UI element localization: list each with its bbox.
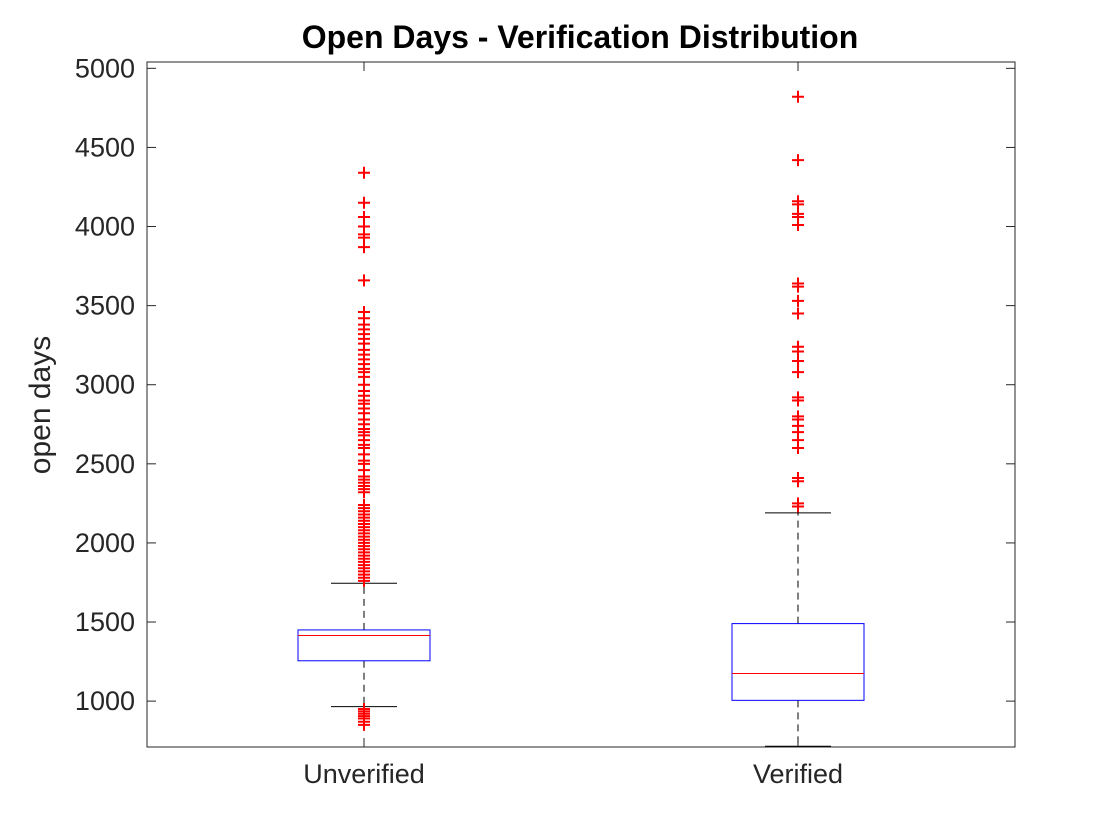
outlier-point xyxy=(792,195,804,208)
outlier-point xyxy=(358,211,370,224)
y-tick-label: 3500 xyxy=(75,291,135,321)
outlier-point xyxy=(792,472,804,485)
chart-title: Open Days - Verification Distribution xyxy=(302,19,859,55)
y-tick-label: 1500 xyxy=(75,607,135,637)
plot-area: 1000 1500 2000 2500 3000 3500 4000 4500 5000 Unve… xyxy=(75,53,1016,789)
outlier-point xyxy=(358,166,370,179)
outlier-point xyxy=(792,497,804,510)
outlier-point xyxy=(792,307,804,320)
outlier-point xyxy=(792,154,804,167)
x-tick-label: Unverified xyxy=(303,759,425,789)
outlier-point xyxy=(358,305,370,318)
y-tick-label: 4000 xyxy=(75,212,135,242)
y-tick-label: 3000 xyxy=(75,370,135,400)
y-tick-label: 1000 xyxy=(75,686,135,716)
outlier-point xyxy=(792,340,804,353)
outlier-point xyxy=(792,294,804,307)
box-verified xyxy=(731,623,865,701)
axes-frame xyxy=(146,61,1016,748)
outlier-point xyxy=(358,274,370,287)
x-tick-label: Verified xyxy=(753,759,843,789)
outlier-point xyxy=(358,703,370,716)
outlier-point xyxy=(792,366,804,379)
outlier-point xyxy=(792,90,804,103)
outlier-point xyxy=(358,498,370,511)
outlier-point xyxy=(792,277,804,290)
outlier-point xyxy=(358,196,370,209)
y-tick-label: 4500 xyxy=(75,132,135,162)
y-tick-label: 5000 xyxy=(75,53,135,83)
box-unverified xyxy=(297,629,431,662)
y-tick-label: 2000 xyxy=(75,528,135,558)
outlier-point xyxy=(792,410,804,423)
outlier-point xyxy=(792,391,804,404)
y-axis-label: open days xyxy=(24,336,57,474)
y-tick-label: 2500 xyxy=(75,449,135,479)
